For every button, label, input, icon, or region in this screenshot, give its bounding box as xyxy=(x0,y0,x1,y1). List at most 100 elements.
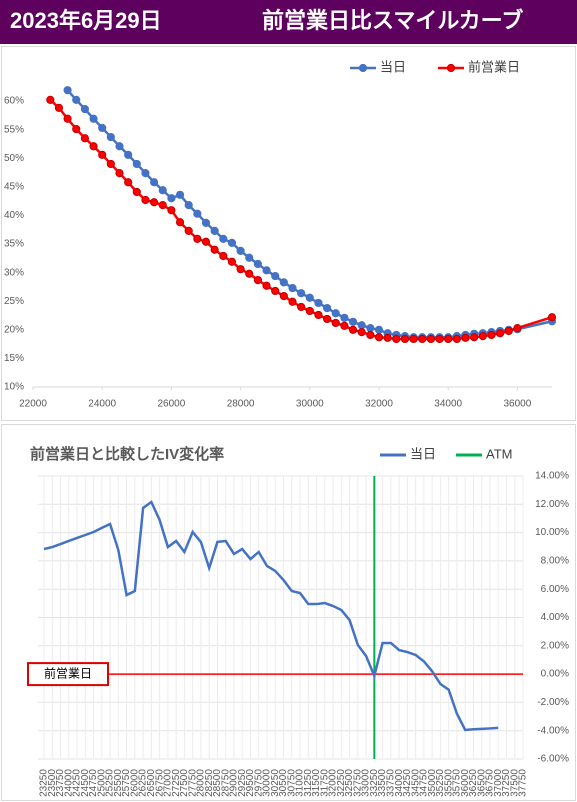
marker xyxy=(357,321,366,330)
y-tick-label: 4.00% xyxy=(541,612,569,623)
marker xyxy=(253,259,262,269)
x-tick-label: 25000 xyxy=(96,769,107,797)
legend-label: 前営業日 xyxy=(468,59,520,74)
marker xyxy=(124,178,133,187)
marker xyxy=(340,313,349,322)
marker xyxy=(115,142,124,151)
x-tick-label: 30500 xyxy=(278,769,289,797)
reference-label-box xyxy=(27,662,109,687)
x-tick-label: 30000 xyxy=(296,399,324,410)
x-tick-label: 37500 xyxy=(509,769,520,797)
x-tick-label: 29000 xyxy=(229,769,240,797)
x-tick-label: 26500 xyxy=(146,769,157,797)
x-tick-label: 26000 xyxy=(157,399,185,410)
marker xyxy=(80,134,90,143)
marker xyxy=(461,333,470,342)
x-tick-label: 28000 xyxy=(196,769,207,797)
marker xyxy=(72,124,81,134)
y-tick-label: 20% xyxy=(4,324,24,335)
x-tick-label: 25500 xyxy=(113,769,124,797)
x-tick-label: 22000 xyxy=(19,399,47,410)
x-tick-label: 28500 xyxy=(212,769,223,797)
x-tick-label: 27000 xyxy=(163,769,174,797)
marker xyxy=(305,293,314,302)
marker xyxy=(366,330,375,340)
marker xyxy=(54,103,64,113)
marker xyxy=(210,226,219,235)
x-tick-label: 27750 xyxy=(187,769,198,797)
x-tick-label: 28750 xyxy=(220,769,231,797)
marker xyxy=(331,318,340,328)
marker xyxy=(219,251,228,261)
marker xyxy=(279,278,288,287)
marker xyxy=(297,289,306,298)
marker xyxy=(288,297,297,306)
y-tick-label: 55% xyxy=(4,124,24,135)
header-date: 2023年6月29日 xyxy=(10,8,162,33)
marker xyxy=(63,114,72,123)
marker xyxy=(132,187,141,197)
x-tick-label: 34500 xyxy=(410,769,421,797)
x-tick-label: 34750 xyxy=(419,769,430,797)
marker xyxy=(236,246,245,255)
marker xyxy=(141,169,150,178)
x-tick-label: 24500 xyxy=(80,769,91,797)
marker xyxy=(63,86,72,95)
x-tick-label: 24750 xyxy=(88,769,99,797)
marker xyxy=(201,218,211,227)
x-tick-label: 37750 xyxy=(518,769,529,797)
marker xyxy=(184,226,193,235)
y-tick-label: 15% xyxy=(4,353,24,364)
marker xyxy=(132,159,141,169)
marker xyxy=(210,245,219,254)
marker xyxy=(80,104,90,114)
marker xyxy=(98,150,107,159)
marker xyxy=(348,325,358,334)
y-tick-label: -2.00% xyxy=(537,697,569,708)
marker xyxy=(513,323,522,333)
y-tick-label: 35% xyxy=(4,239,24,250)
y-tick-label: 6.00% xyxy=(541,584,569,595)
marker xyxy=(547,313,557,322)
marker xyxy=(271,286,280,296)
marker xyxy=(504,326,513,336)
marker xyxy=(470,333,479,342)
marker xyxy=(150,198,159,207)
x-tick-label: 33250 xyxy=(369,769,380,797)
x-tick-label: 35500 xyxy=(443,769,454,797)
chart2-frame xyxy=(1,424,576,801)
x-tick-label: 31250 xyxy=(303,769,314,797)
marker xyxy=(115,169,124,178)
marker xyxy=(175,218,185,227)
marker xyxy=(496,329,505,338)
x-tick-label: 27500 xyxy=(179,769,190,797)
marker xyxy=(331,309,340,318)
marker xyxy=(227,238,237,247)
marker xyxy=(106,132,115,142)
marker xyxy=(323,303,332,313)
x-tick-label: 24000 xyxy=(88,399,116,410)
x-tick-label: 32250 xyxy=(336,769,347,797)
y-tick-label: -6.00% xyxy=(537,754,569,765)
y-tick-label: 45% xyxy=(4,181,24,192)
x-tick-label: 33000 xyxy=(361,769,372,797)
x-tick-label: 24250 xyxy=(72,769,83,797)
marker xyxy=(193,234,202,243)
marker xyxy=(262,266,271,275)
marker xyxy=(340,321,349,330)
x-tick-label: 32500 xyxy=(344,769,355,797)
x-tick-label: 24000 xyxy=(63,769,74,797)
x-tick-label: 33750 xyxy=(386,769,397,797)
x-tick-label: 26750 xyxy=(154,769,165,797)
x-tick-label: 26250 xyxy=(138,769,149,797)
marker xyxy=(236,265,245,274)
marker xyxy=(323,314,332,324)
marker xyxy=(374,333,384,342)
x-tick-label: 30750 xyxy=(286,769,297,797)
x-tick-label: 35000 xyxy=(427,769,438,797)
marker xyxy=(167,194,176,203)
x-tick-label: 34250 xyxy=(402,769,413,797)
marker xyxy=(305,306,314,316)
